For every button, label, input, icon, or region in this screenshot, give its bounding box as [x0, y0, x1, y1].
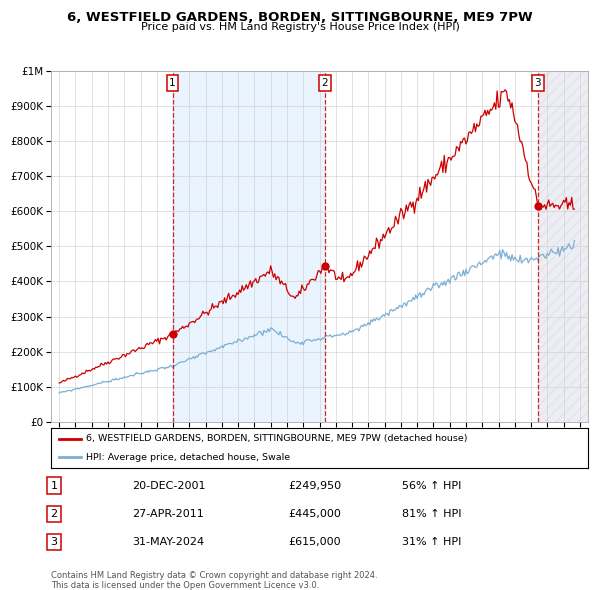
Text: 56% ↑ HPI: 56% ↑ HPI: [402, 481, 461, 490]
Text: 3: 3: [50, 537, 58, 547]
Text: 20-DEC-2001: 20-DEC-2001: [132, 481, 205, 490]
Text: 27-APR-2011: 27-APR-2011: [132, 509, 204, 519]
Text: 2: 2: [50, 509, 58, 519]
Text: 6, WESTFIELD GARDENS, BORDEN, SITTINGBOURNE, ME9 7PW (detached house): 6, WESTFIELD GARDENS, BORDEN, SITTINGBOU…: [86, 434, 467, 443]
Bar: [173, 71, 325, 422]
Text: HPI: Average price, detached house, Swale: HPI: Average price, detached house, Swal…: [86, 453, 290, 461]
Text: 1: 1: [169, 78, 176, 88]
Text: 81% ↑ HPI: 81% ↑ HPI: [402, 509, 461, 519]
Bar: [538, 71, 588, 422]
Text: 1: 1: [50, 481, 58, 490]
Text: 6, WESTFIELD GARDENS, BORDEN, SITTINGBOURNE, ME9 7PW: 6, WESTFIELD GARDENS, BORDEN, SITTINGBOU…: [67, 11, 533, 24]
Text: 31-MAY-2024: 31-MAY-2024: [132, 537, 204, 547]
Text: £615,000: £615,000: [288, 537, 341, 547]
Text: This data is licensed under the Open Government Licence v3.0.: This data is licensed under the Open Gov…: [51, 581, 319, 589]
Text: Contains HM Land Registry data © Crown copyright and database right 2024.: Contains HM Land Registry data © Crown c…: [51, 571, 377, 580]
Text: 3: 3: [535, 78, 541, 88]
Text: £249,950: £249,950: [288, 481, 341, 490]
Text: Price paid vs. HM Land Registry's House Price Index (HPI): Price paid vs. HM Land Registry's House …: [140, 22, 460, 32]
Text: £445,000: £445,000: [288, 509, 341, 519]
Text: 2: 2: [322, 78, 328, 88]
Text: 31% ↑ HPI: 31% ↑ HPI: [402, 537, 461, 547]
